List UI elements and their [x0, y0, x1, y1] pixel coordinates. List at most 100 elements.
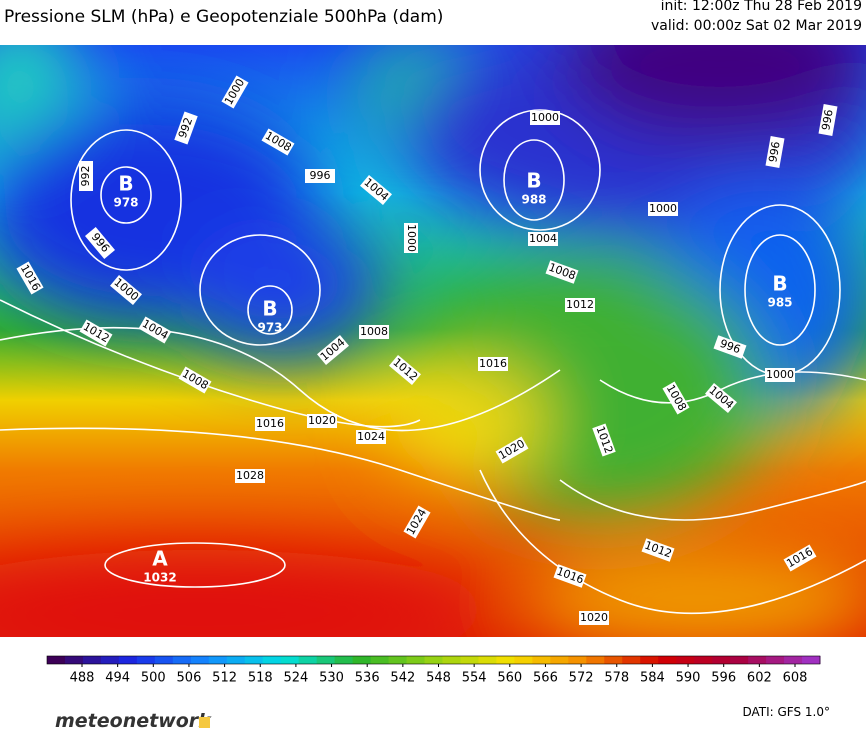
pressure-center-value: 988	[521, 193, 546, 207]
label-box	[16, 261, 44, 295]
colorbar-segment	[64, 656, 84, 664]
isobar-label: 1000	[530, 111, 560, 125]
isobar-label: 1020	[307, 414, 337, 428]
label-box	[765, 368, 795, 382]
colorbar-segment	[604, 656, 623, 664]
colorbar-segment	[496, 656, 515, 664]
isobar-value: 1008	[360, 325, 388, 338]
colorbar-segment	[622, 656, 641, 664]
isobar-value: 1020	[308, 414, 336, 427]
colorbar-tick-label: 608	[783, 671, 808, 686]
pressure-center-letter: B	[526, 169, 541, 193]
isobar-label: 1004	[528, 232, 558, 246]
colorbar-segment	[406, 656, 426, 664]
colorbar-tick-label: 512	[212, 671, 237, 686]
colorbar-segment	[694, 656, 713, 664]
colorbar-segment	[712, 656, 731, 664]
colorbar-segment	[442, 656, 461, 664]
isobar-value: 996	[310, 169, 331, 182]
colorbar-segment	[47, 656, 66, 664]
label-box	[565, 298, 595, 312]
map-title: Pressione SLM (hPa) e Geopotenziale 500h…	[4, 7, 443, 27]
colorbar-tick-label: 488	[70, 671, 95, 686]
colorbar-segment	[352, 656, 372, 664]
label-box	[648, 202, 678, 216]
isobar-label: 996	[305, 169, 335, 183]
isobar-value: 992	[79, 166, 92, 187]
pressure-center-letter: B	[772, 272, 787, 296]
isobar-label: 1012	[389, 354, 421, 386]
colorbar-tick-label: 584	[640, 671, 665, 686]
isobar-label: 992	[79, 161, 93, 191]
isobar-label: 1024	[356, 430, 386, 444]
label-box	[360, 174, 392, 206]
isobar-label: 996	[765, 136, 785, 168]
colorbar-segment	[586, 656, 605, 664]
label-box	[553, 564, 587, 588]
isobar-label: 1028	[235, 469, 265, 483]
logo: meteonetwork	[55, 710, 212, 732]
colorbar-segment	[226, 656, 246, 664]
label-box	[79, 319, 113, 347]
pressure-center-letter: A	[152, 547, 168, 571]
isobar-label: 996	[713, 335, 747, 359]
label-box	[178, 366, 212, 394]
colorbar-segment	[154, 656, 174, 664]
colorbar-segment	[460, 656, 479, 664]
colorbar-tick-label: 572	[569, 671, 594, 686]
isobar-label: 996	[818, 104, 838, 136]
data-source: DATI: GFS 1.0°	[742, 705, 830, 719]
colorbar-tick-label: 602	[747, 671, 772, 686]
colorbar-segment	[244, 656, 264, 664]
geopotential-field	[0, 45, 866, 637]
label-box	[528, 232, 558, 246]
pressure-center-value: 985	[767, 296, 792, 310]
colorbar-tick-label: 596	[711, 671, 736, 686]
label-box	[138, 316, 172, 344]
colorbar-segment	[388, 656, 408, 664]
colorbar-segment	[208, 656, 228, 664]
isobar-value: 1000	[649, 202, 677, 215]
isobar-label: 1008	[359, 325, 389, 339]
label-box	[84, 227, 116, 259]
isobar-label: 1020	[579, 611, 609, 625]
isobar-value: 1000	[766, 368, 794, 381]
colorbar-segment	[100, 656, 120, 664]
colorbar-tick-label: 590	[676, 671, 701, 686]
label-box	[705, 382, 737, 414]
colorbar-tick-label: 566	[533, 671, 558, 686]
isobar-label: 1012	[565, 298, 595, 312]
label-box	[662, 381, 690, 415]
colorbar-frame	[46, 655, 821, 665]
label-box	[495, 436, 529, 464]
colorbar-segment	[640, 656, 659, 664]
colorbar-segment	[298, 656, 318, 664]
label-box	[592, 423, 616, 457]
colorbar-segment	[550, 656, 569, 664]
label-box	[307, 414, 337, 428]
colorbar-segment	[82, 656, 102, 664]
logo-square	[199, 717, 210, 728]
colorbar-segment	[676, 656, 695, 664]
colorbar-segment	[658, 656, 677, 664]
colorbar-segment	[766, 656, 785, 664]
pressure-center-letter: B	[262, 297, 277, 321]
colorbar-segment	[316, 656, 336, 664]
colorbar-segment	[118, 656, 138, 664]
colorbar-segment	[424, 656, 443, 664]
label-box	[818, 104, 838, 136]
label-box	[404, 223, 418, 253]
pressure-center-value: 973	[257, 321, 282, 335]
colorbar-segment	[334, 656, 354, 664]
colorbar-tick-label: 530	[319, 671, 344, 686]
pressure-center-letter: B	[118, 172, 133, 196]
isobar-value: 1020	[580, 611, 608, 624]
isobar-value: 1016	[256, 417, 284, 430]
label-box	[359, 325, 389, 339]
label-box	[255, 417, 285, 431]
colorbar-tick-label: 518	[248, 671, 273, 686]
isobar-value: 996	[819, 108, 835, 131]
colorbar-tick-label: 578	[604, 671, 629, 686]
isobar-value: 1028	[236, 469, 264, 482]
